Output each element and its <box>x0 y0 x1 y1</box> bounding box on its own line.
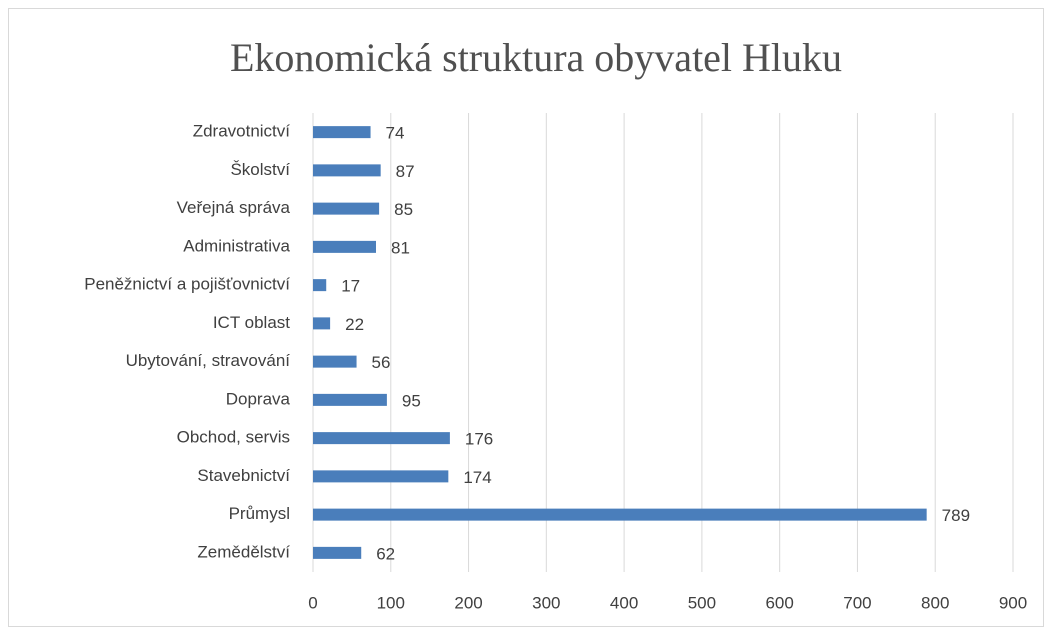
value-label: 789 <box>942 506 970 525</box>
y-tick-label: Zdravotnictví <box>193 122 291 141</box>
y-tick-label: Stavebnictví <box>197 466 290 485</box>
y-tick-label: Školství <box>230 160 290 179</box>
y-tick-label: Doprava <box>226 389 291 408</box>
bar <box>313 432 450 445</box>
x-tick-label: 400 <box>610 593 638 612</box>
bar <box>313 317 331 330</box>
y-tick-label: Administrativa <box>183 236 290 255</box>
value-label: 56 <box>372 353 391 372</box>
y-tick-label: Ubytování, stravování <box>126 351 291 370</box>
value-label: 81 <box>391 238 410 257</box>
chart-title: Ekonomická struktura obyvatel Hluku <box>230 35 842 80</box>
value-label: 95 <box>402 391 421 410</box>
x-tick-label: 900 <box>999 593 1027 612</box>
value-label: 17 <box>341 277 360 296</box>
y-tick-label: Veřejná správa <box>177 198 291 217</box>
x-tick-label: 800 <box>921 593 949 612</box>
y-tick-label: Průmysl <box>229 504 290 523</box>
x-tick-label: 100 <box>377 593 405 612</box>
bar <box>313 202 380 215</box>
x-tick-label: 200 <box>454 593 482 612</box>
bar <box>313 393 387 406</box>
x-tick-label: 600 <box>765 593 793 612</box>
x-tick-label: 0 <box>308 593 317 612</box>
bar <box>313 546 362 559</box>
y-tick-label: Obchod, servis <box>177 428 290 447</box>
bar <box>313 508 927 521</box>
x-tick-label: 500 <box>688 593 716 612</box>
value-label: 174 <box>463 468 491 487</box>
value-label: 22 <box>345 315 364 334</box>
y-tick-label: Peněžnictví a pojišťovnictví <box>84 275 290 294</box>
x-tick-label: 300 <box>532 593 560 612</box>
y-tick-label: ICT oblast <box>213 313 290 332</box>
bar <box>313 164 381 177</box>
y-tick-label: Zemědělství <box>197 542 290 561</box>
bar <box>313 279 327 292</box>
bar <box>313 470 449 483</box>
value-label: 62 <box>376 544 395 563</box>
value-label: 176 <box>465 430 493 449</box>
value-label: 87 <box>396 162 415 181</box>
bar <box>313 126 371 139</box>
bar <box>313 355 357 368</box>
bar <box>313 240 376 253</box>
x-tick-label: 700 <box>843 593 871 612</box>
chart-frame <box>8 8 1044 627</box>
value-label: 85 <box>394 200 413 219</box>
value-label: 74 <box>386 124 405 143</box>
